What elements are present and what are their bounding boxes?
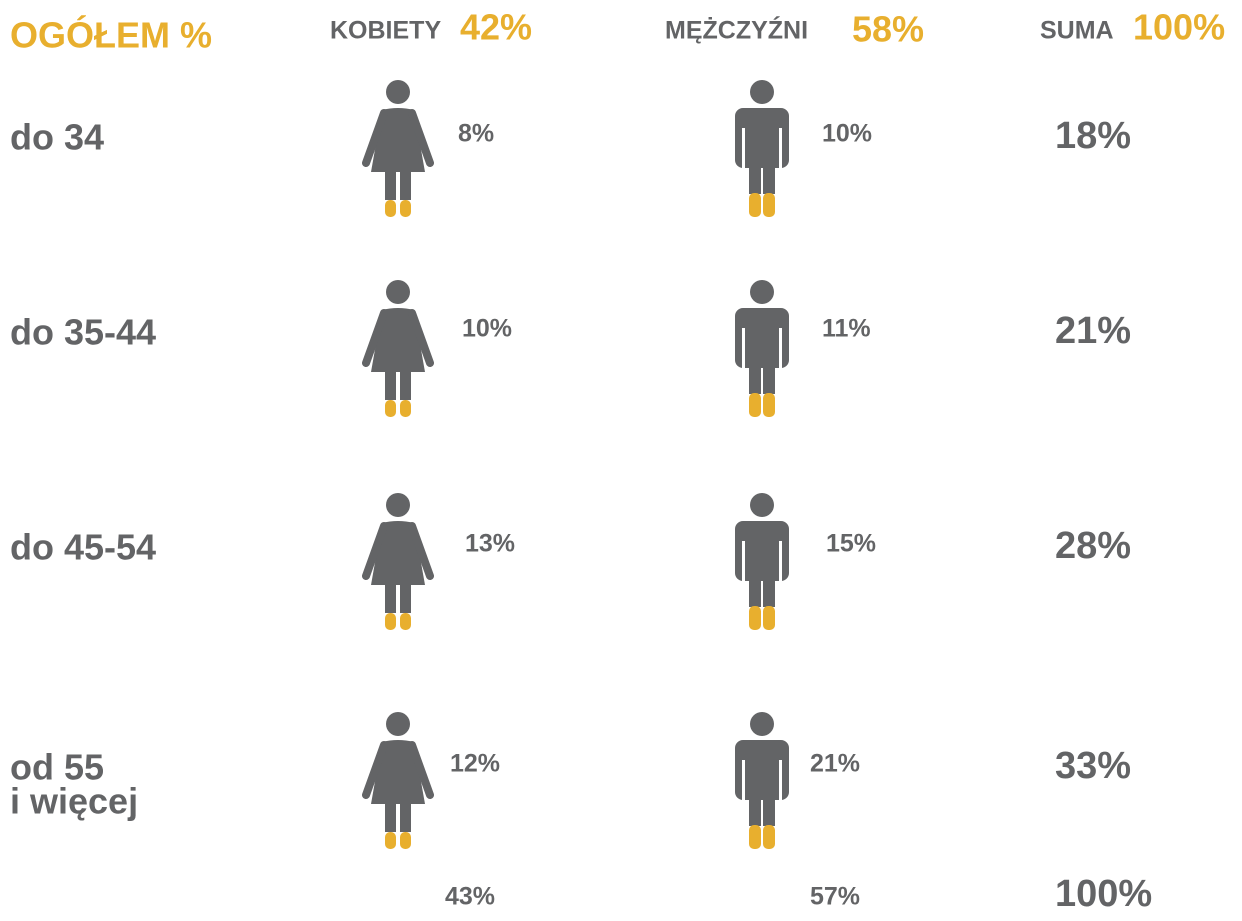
leg xyxy=(385,370,396,400)
foot xyxy=(763,393,775,417)
dress xyxy=(371,521,425,585)
foot xyxy=(763,193,775,217)
arm-gap xyxy=(742,128,745,168)
head xyxy=(750,493,774,517)
title: OGÓŁEM % xyxy=(10,14,212,56)
torso xyxy=(735,308,789,368)
foot xyxy=(400,200,411,217)
head xyxy=(386,80,410,104)
leg xyxy=(400,802,411,832)
dress xyxy=(371,740,425,804)
women-value: 8% xyxy=(458,120,494,148)
head xyxy=(386,712,410,736)
woman-icon xyxy=(362,712,434,849)
sum-header: SUMA xyxy=(1040,17,1114,45)
leg xyxy=(400,583,411,613)
foot xyxy=(400,832,411,849)
sum-value: 33% xyxy=(1055,745,1131,787)
leg xyxy=(385,583,396,613)
men-value: 10% xyxy=(822,120,872,148)
head xyxy=(750,280,774,304)
torso xyxy=(735,108,789,168)
women-value: 10% xyxy=(462,315,512,343)
leg xyxy=(763,366,775,394)
sum-value: 21% xyxy=(1055,310,1131,352)
leg xyxy=(400,170,411,200)
dress xyxy=(371,308,425,372)
foot xyxy=(385,613,396,630)
arm-gap xyxy=(742,328,745,368)
arm-gap xyxy=(779,541,782,581)
foot xyxy=(763,825,775,849)
arm-gap xyxy=(742,760,745,800)
foot xyxy=(400,613,411,630)
head xyxy=(386,280,410,304)
age-label: od 55 xyxy=(10,747,104,788)
head xyxy=(386,493,410,517)
foot xyxy=(385,400,396,417)
man-icon xyxy=(735,493,789,630)
arms xyxy=(362,741,434,799)
man-icon xyxy=(735,712,789,849)
arm-gap xyxy=(779,128,782,168)
foot xyxy=(749,393,761,417)
woman-icon xyxy=(362,493,434,630)
leg xyxy=(763,579,775,607)
sum-share: 100% xyxy=(1133,7,1225,48)
leg xyxy=(749,366,761,394)
head xyxy=(750,712,774,736)
men-header: MĘŻCZYŹNI xyxy=(665,16,808,45)
women-value: 12% xyxy=(450,750,500,778)
men-value: 15% xyxy=(826,530,876,558)
leg xyxy=(400,370,411,400)
foot xyxy=(400,400,411,417)
sum-total: 100% xyxy=(1055,873,1152,915)
age-label: i więcej xyxy=(10,781,138,822)
arm-gap xyxy=(779,760,782,800)
leg xyxy=(763,798,775,826)
arms xyxy=(362,522,434,580)
head xyxy=(750,80,774,104)
sum-value: 28% xyxy=(1055,525,1131,567)
women-header: KOBIETY xyxy=(330,17,441,45)
women-total: 43% xyxy=(445,883,495,911)
arms xyxy=(362,309,434,367)
age-label: do 34 xyxy=(10,117,104,158)
leg xyxy=(385,802,396,832)
men-share: 58% xyxy=(852,9,924,50)
woman-icon xyxy=(362,80,434,217)
dress xyxy=(371,108,425,172)
age-label: do 45-54 xyxy=(10,527,156,568)
arm-gap xyxy=(779,328,782,368)
man-icon xyxy=(735,80,789,217)
leg xyxy=(749,166,761,194)
men-value: 21% xyxy=(810,750,860,778)
women-value: 13% xyxy=(465,530,515,558)
man-icon xyxy=(735,280,789,417)
arm-gap xyxy=(742,541,745,581)
sum-value: 18% xyxy=(1055,115,1131,157)
leg xyxy=(749,798,761,826)
age-label: do 35-44 xyxy=(10,312,156,353)
arms xyxy=(362,109,434,167)
leg xyxy=(763,166,775,194)
men-total: 57% xyxy=(810,883,860,911)
foot xyxy=(385,832,396,849)
foot xyxy=(763,606,775,630)
men-value: 11% xyxy=(822,315,871,343)
foot xyxy=(749,606,761,630)
leg xyxy=(749,579,761,607)
woman-icon xyxy=(362,280,434,417)
torso xyxy=(735,740,789,800)
foot xyxy=(749,193,761,217)
women-share: 42% xyxy=(460,7,532,48)
torso xyxy=(735,521,789,581)
leg xyxy=(385,170,396,200)
foot xyxy=(749,825,761,849)
foot xyxy=(385,200,396,217)
